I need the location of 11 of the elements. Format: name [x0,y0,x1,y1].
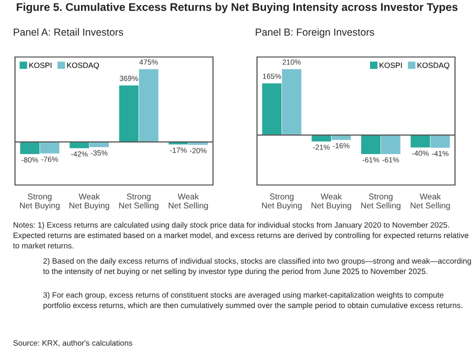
x-tick-label: Weak Net Buying [312,193,352,210]
x-tick-label: Weak Net Selling [410,193,450,210]
x-tick-label: Weak Net Selling [168,193,208,210]
chart-subtitle: Panel B: Foreign Investors [256,28,374,38]
x-tick-label: Strong Net Buying [262,194,302,210]
x-tick-label: Strong Net Selling [361,194,400,210]
chart-subtitle: Panel A: Retail Investors [14,28,124,36]
x-tick-label: Strong Net Selling [119,194,158,210]
text: Figure 5. Cumulative Excess Returns by Net Buying Intensity across Investor Types [16,2,458,14]
x-tick-label: Strong Net Buying [20,194,60,210]
x-tick-label: Weak Net Buying [70,193,110,210]
